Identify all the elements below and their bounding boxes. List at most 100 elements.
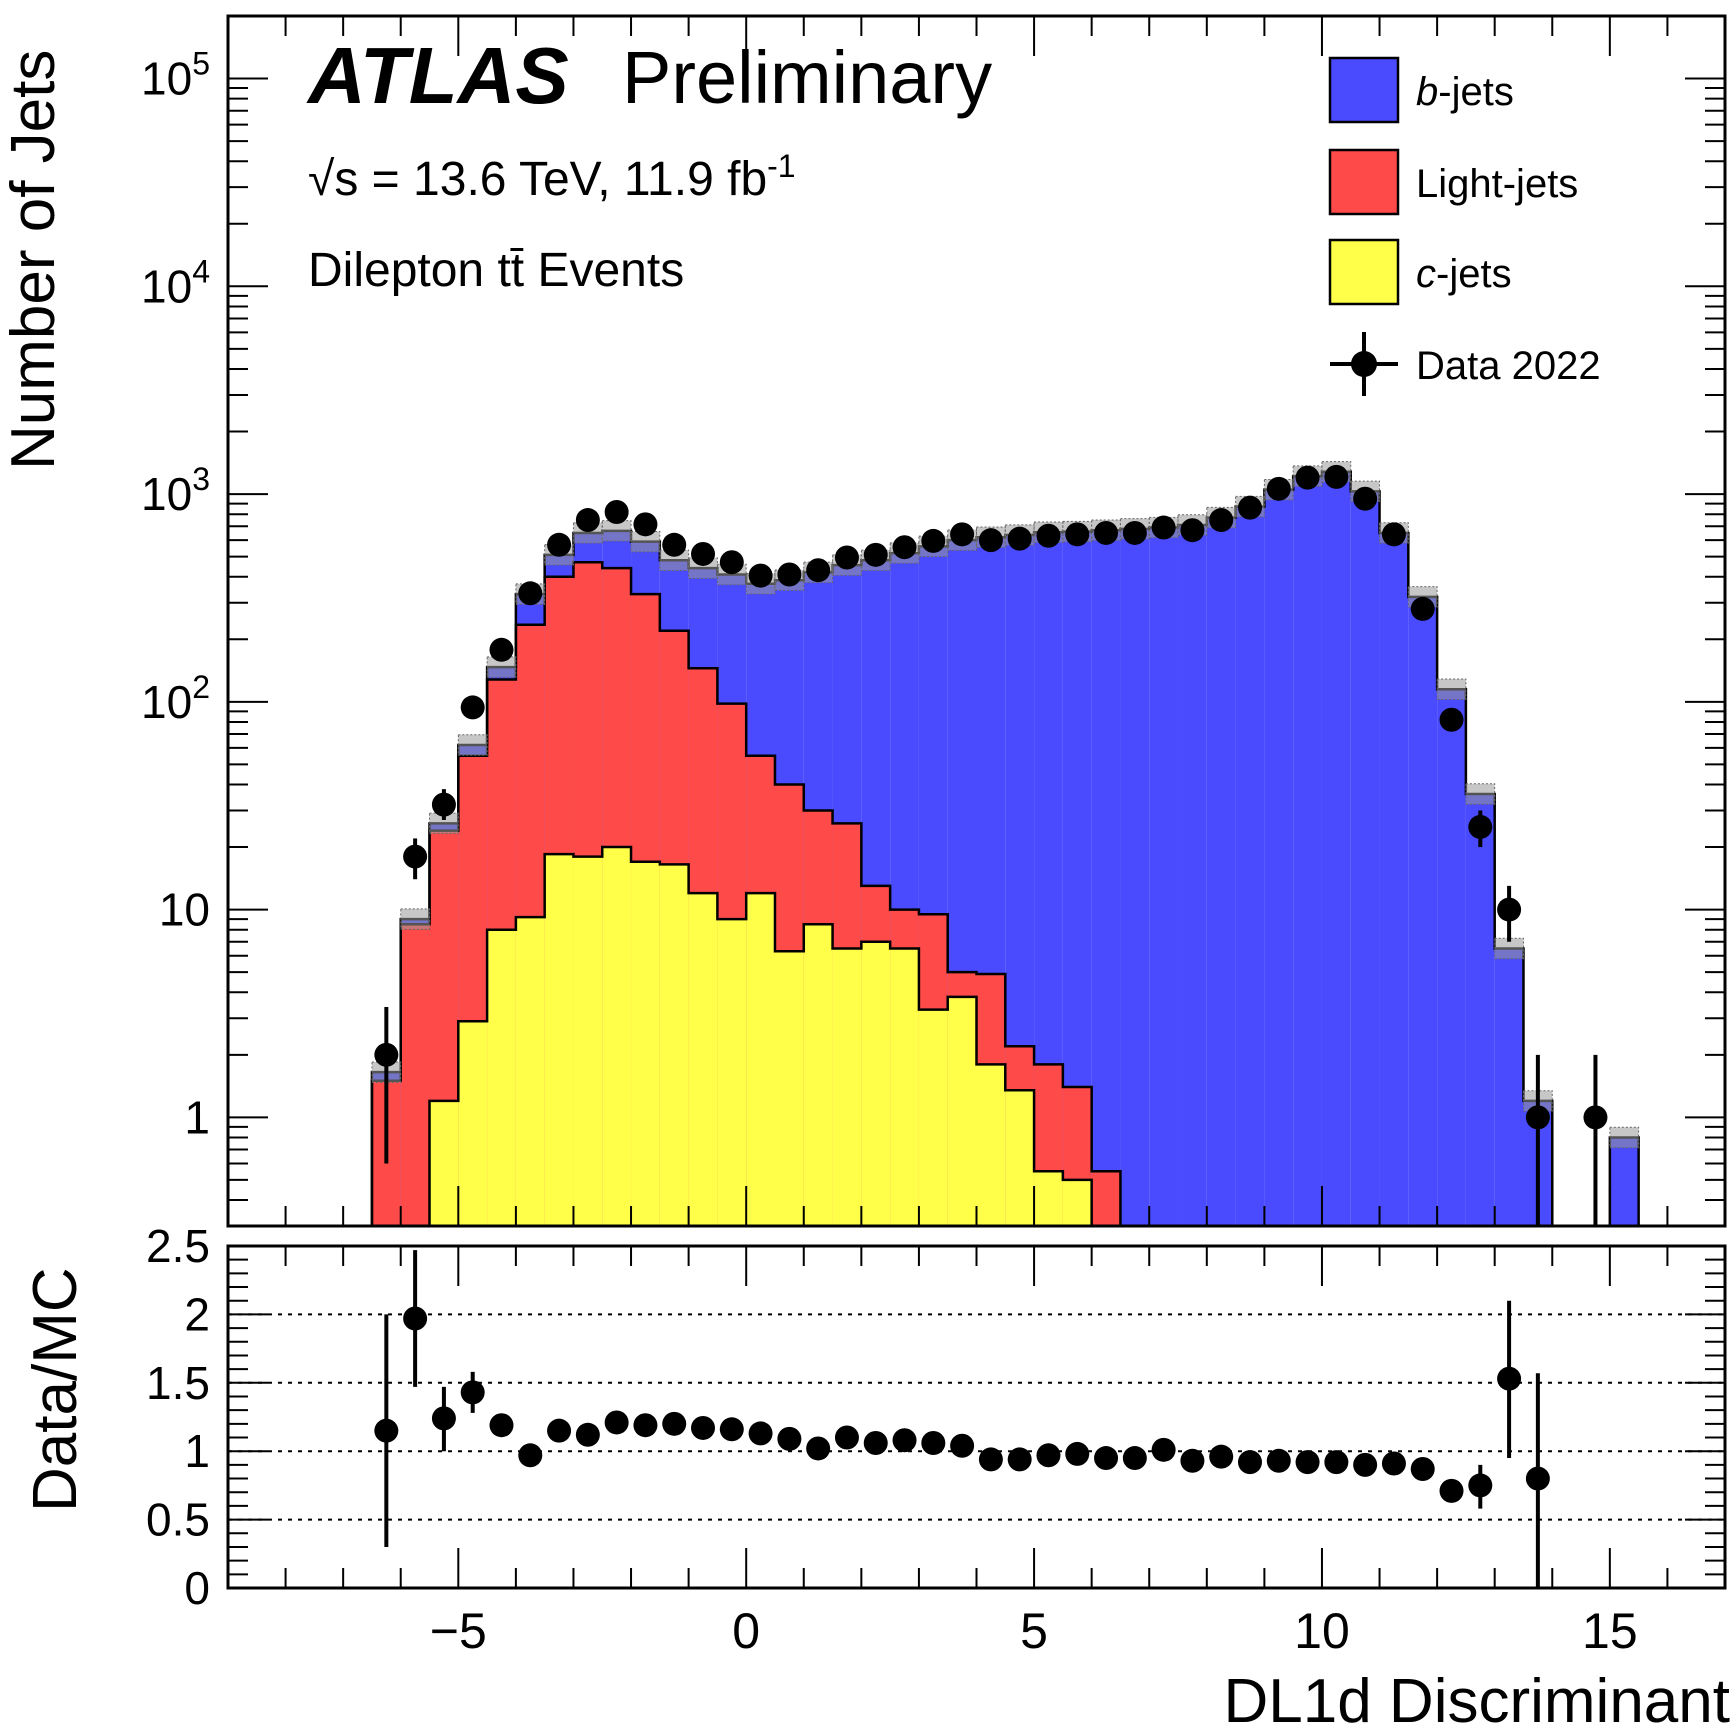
data-point	[518, 581, 543, 606]
bar-bjets	[1321, 471, 1351, 1226]
atlas-label: ATLAS	[306, 31, 569, 120]
bar-bjets	[1465, 794, 1495, 1226]
y-axis-title-main: Number of Jets	[0, 50, 68, 470]
y-tick-label-main: 103	[141, 461, 210, 520]
x-axis-title: DL1d Discriminant	[1223, 1667, 1730, 1735]
ratio-point	[950, 1433, 975, 1458]
ratio-layer	[228, 1250, 1725, 1588]
ratio-point	[1439, 1478, 1464, 1503]
bar-cjets	[458, 1021, 488, 1226]
x-tick-label: 5	[1020, 1603, 1048, 1659]
bar-cjets	[976, 1064, 1006, 1226]
ratio-point	[691, 1415, 716, 1440]
y-tick-label-ratio: 2.5	[146, 1220, 210, 1272]
ratio-point	[662, 1411, 687, 1436]
y-tick-label-main: 102	[141, 669, 210, 728]
ratio-point	[1468, 1473, 1493, 1498]
data-point	[1324, 464, 1349, 489]
ratio-point	[489, 1413, 514, 1438]
data-point	[1209, 508, 1234, 533]
data-point	[691, 541, 716, 566]
data-point	[777, 562, 802, 587]
outline-cjets	[428, 845, 1093, 1226]
ratio-point	[1151, 1437, 1176, 1462]
ratio-point	[604, 1410, 629, 1435]
ratio-point	[1007, 1447, 1032, 1472]
bar-bjets	[1149, 527, 1179, 1226]
data-point	[1583, 1105, 1608, 1130]
y-tick-label-ratio: 0	[184, 1562, 210, 1614]
bar-bjets	[1120, 528, 1150, 1226]
data-point	[748, 563, 773, 588]
ratio-point	[518, 1443, 543, 1468]
bar-cjets	[803, 924, 833, 1226]
energy-lumi-label: √s = 13.6 TeV, 11.9 fb-1	[308, 148, 796, 206]
y-tick-label-main: 1	[184, 1091, 210, 1143]
data-point	[1180, 518, 1205, 543]
bar-cjets	[515, 917, 545, 1226]
data-point	[1151, 515, 1176, 540]
data-point	[1065, 522, 1090, 547]
legend-swatch-b	[1328, 56, 1400, 124]
bar-bjets	[1091, 530, 1121, 1226]
y-tick-label-main: 104	[141, 253, 210, 312]
bar-cjets	[602, 847, 632, 1226]
bar-bjets	[1494, 948, 1524, 1226]
data-point	[489, 637, 514, 662]
uncertainty-band	[400, 908, 431, 930]
bar-cjets	[774, 951, 804, 1226]
ratio-point	[1122, 1446, 1147, 1471]
ratio-point	[834, 1425, 859, 1450]
ratio-point	[719, 1417, 744, 1442]
legend-swatch-light	[1328, 148, 1400, 216]
data-point	[921, 528, 946, 553]
uncertainty-band	[457, 734, 488, 756]
ratio-plot-frame	[226, 1244, 1727, 1590]
bar-cjets	[429, 1100, 459, 1226]
ratio-point	[748, 1421, 773, 1446]
ratio-point	[1266, 1448, 1291, 1473]
y-tick-label-main: 105	[141, 46, 210, 105]
bar-bjets	[1235, 506, 1265, 1227]
ratio-point	[1094, 1446, 1119, 1471]
data-point	[403, 844, 428, 869]
data-point	[1410, 596, 1435, 621]
data-point	[1122, 520, 1147, 545]
data-point	[1497, 897, 1522, 922]
outline-lightjets	[370, 560, 1122, 1226]
bar-bjets	[1178, 524, 1207, 1226]
x-tick-label: 0	[732, 1603, 760, 1659]
uncertainty-band	[1436, 678, 1467, 700]
bar-bjets	[1437, 689, 1466, 1226]
uncertainty-band	[429, 812, 459, 835]
ratio-point	[806, 1436, 831, 1461]
ratio-point	[863, 1430, 888, 1455]
bar-cjets	[918, 1009, 948, 1226]
legend-swatch-c	[1328, 238, 1400, 306]
bar-cjets	[631, 861, 660, 1226]
data-point	[604, 499, 629, 524]
ratio-point	[431, 1406, 456, 1431]
y-tick-label-ratio: 0.5	[146, 1494, 210, 1546]
main-data-layer	[374, 464, 1608, 1226]
ratio-point	[978, 1447, 1003, 1472]
uncertainty-band	[486, 656, 517, 678]
x-tick-label: 10	[1294, 1603, 1350, 1659]
data-point	[431, 792, 456, 817]
y-axis-title-ratio: Data/MC	[21, 1267, 90, 1512]
data-point	[547, 532, 572, 557]
bar-cjets	[688, 893, 718, 1226]
preliminary-label: Preliminary	[622, 36, 992, 119]
data-point	[1266, 476, 1291, 501]
bar-cjets	[659, 864, 689, 1226]
data-point	[633, 512, 658, 537]
bar-cjets	[947, 996, 977, 1226]
ratio-point	[1525, 1466, 1550, 1491]
bar-cjets	[1034, 1171, 1063, 1226]
ratio-point	[633, 1413, 658, 1438]
ratio-point	[374, 1418, 399, 1443]
data-point	[950, 522, 975, 547]
data-point	[1439, 707, 1464, 732]
bar-bjets	[1379, 532, 1409, 1226]
data-point	[374, 1042, 399, 1067]
